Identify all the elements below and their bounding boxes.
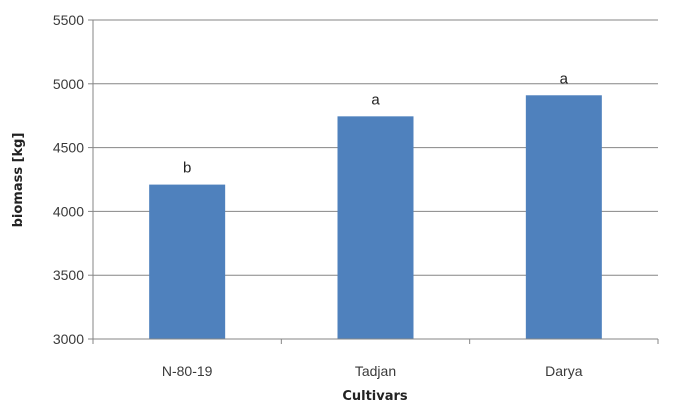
axes <box>88 20 658 340</box>
data-label: a <box>560 70 569 87</box>
x-axis-title: Cultivars <box>342 389 408 404</box>
data-label: b <box>183 160 191 177</box>
y-tick-label: 5500 <box>53 12 84 28</box>
x-tick-labels: N-80-19 Tadjan Darya <box>162 363 583 379</box>
y-tick-label: 3500 <box>53 267 84 283</box>
data-label: a <box>371 91 380 108</box>
y-tick-label: 5000 <box>53 76 84 92</box>
y-tick-labels: 3000 3500 4000 4500 5000 5500 <box>53 12 84 347</box>
x-tick-label: Darya <box>545 363 583 379</box>
y-tick-label: 4500 <box>53 140 84 156</box>
bar-tadjan <box>337 116 414 339</box>
x-tick-label: N-80-19 <box>162 363 213 379</box>
y-axis-title: biomass [kg] <box>11 133 26 228</box>
y-tick-label: 4000 <box>53 203 84 219</box>
data-labels: b a a <box>183 70 569 176</box>
bars <box>149 95 602 339</box>
x-tick-label: Tadjan <box>355 363 396 379</box>
bar-n-80-19 <box>149 184 226 339</box>
bar-darya <box>525 95 602 339</box>
y-tick-label: 3000 <box>53 331 84 347</box>
